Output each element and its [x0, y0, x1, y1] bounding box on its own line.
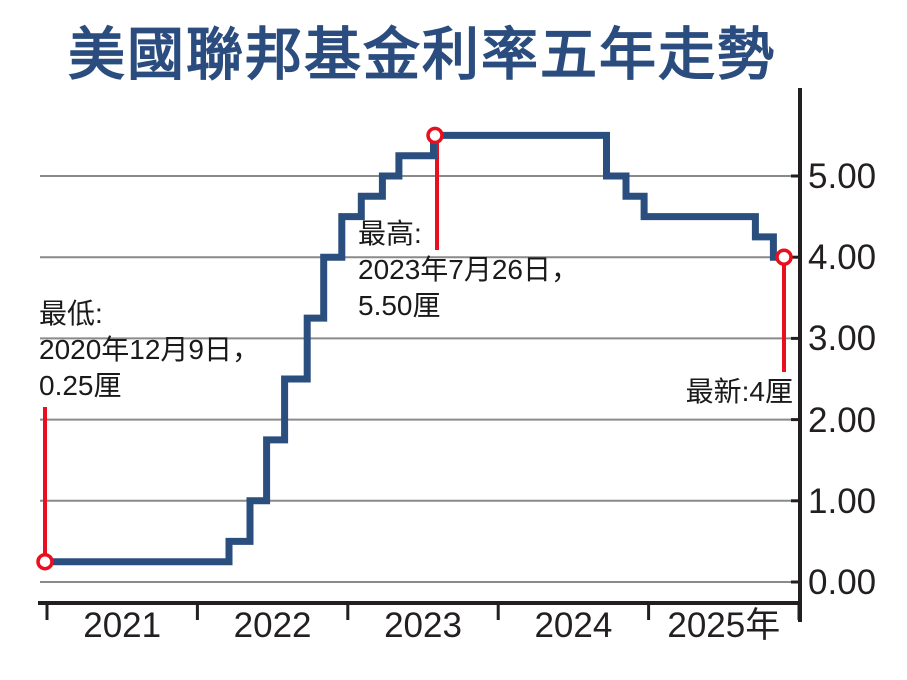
- latest-marker-point: [775, 248, 793, 266]
- annotation-high: 最高: 2023年7月26日， 5.50厘: [358, 216, 579, 324]
- x-tick-label: 2021: [83, 606, 162, 645]
- high-marker-point: [426, 126, 444, 145]
- chart-title: 美國聯邦基金利率五年走勢: [68, 23, 776, 87]
- annotation-low-value: 0.25厘: [39, 370, 122, 401]
- x-tick-label: 2024: [534, 606, 613, 645]
- y-tick-label: 2.00: [808, 400, 877, 440]
- x-tick-label: 2023: [384, 606, 462, 645]
- annotation-high-date: 2023年7月26日，: [358, 254, 580, 285]
- y-tick-label: 1.00: [808, 481, 877, 521]
- y-tick-label: 4.00: [808, 238, 877, 278]
- low-marker-point: [36, 552, 54, 571]
- annotation-high-value: 5.50厘: [358, 290, 441, 321]
- annotation-latest: 最新:4厘: [685, 376, 793, 407]
- annotation-high-label: 最高:: [358, 218, 422, 249]
- annotation-low-label: 最低:: [39, 298, 103, 329]
- annotation-low-date: 2020年12月9日，: [39, 334, 261, 365]
- x-tick-label: 2025年: [667, 606, 781, 645]
- x-tick-label: 2022: [233, 606, 312, 645]
- annotation-low: 最低: 2020年12月9日， 0.25厘: [39, 296, 260, 404]
- y-tick-label: 5.00: [808, 157, 877, 196]
- rate-step-line: [44, 131, 784, 566]
- y-tick-label: 3.00: [808, 319, 877, 359]
- y-tick-label: 0.00: [808, 563, 877, 602]
